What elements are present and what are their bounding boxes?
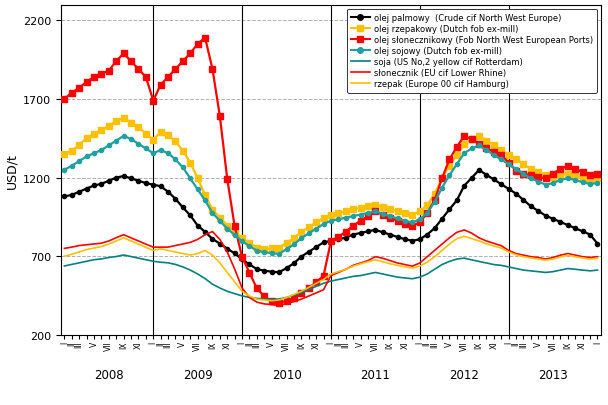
Text: 2009: 2009 bbox=[183, 368, 213, 381]
Text: 2012: 2012 bbox=[449, 368, 479, 381]
Text: 2008: 2008 bbox=[94, 368, 123, 381]
Y-axis label: USD/t: USD/t bbox=[5, 152, 19, 188]
Legend: olej palmowy  (Crude cif North West Europe), olej rzepakowy (Dutch fob ex-mill),: olej palmowy (Crude cif North West Europ… bbox=[347, 10, 597, 93]
Text: 2010: 2010 bbox=[272, 368, 302, 381]
Text: 2011: 2011 bbox=[361, 368, 390, 381]
Text: 2013: 2013 bbox=[538, 368, 568, 381]
